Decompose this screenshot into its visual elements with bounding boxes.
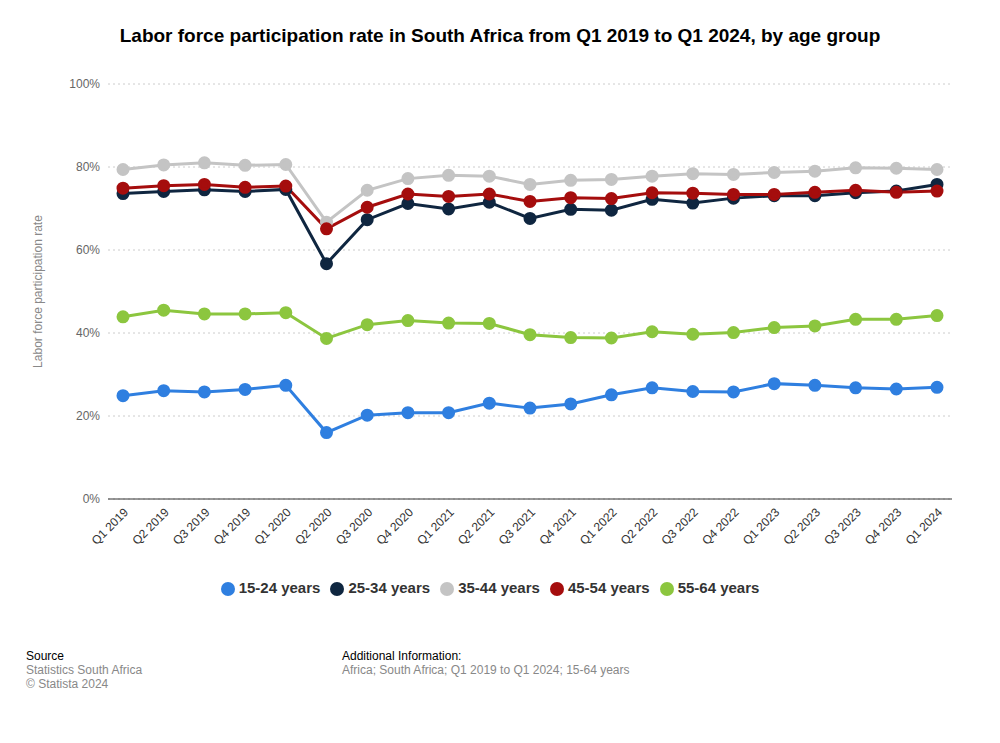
- html-text:Source: Source: [26, 649, 64, 663]
- html-text:55-64 years: 55-64 years: [677, 579, 760, 596]
- html-text:25-34 years: 25-34 years: [348, 579, 431, 596]
- svg-text:Q3 2022: Q3 2022: [658, 505, 701, 548]
- svg-text:Q4 2020: Q4 2020: [374, 505, 417, 548]
- html-text:Africa; South Africa; Q1 2019: Africa; South Africa; Q1 2019 to Q1 2024…: [342, 663, 630, 677]
- svg-text:Q2 2020: Q2 2020: [292, 505, 335, 548]
- svg-text:Q3 2021: Q3 2021: [496, 505, 539, 548]
- html-text:15-24 years: 15-24 years: [238, 579, 321, 596]
- html-text:45-54 years: 45-54 years: [567, 579, 650, 596]
- svg-text:Q1 2020: Q1 2020: [251, 505, 294, 548]
- svg-text:Q4 2022: Q4 2022: [699, 505, 742, 548]
- svg-text:Q3 2019: Q3 2019: [170, 505, 213, 548]
- svg-text:Q4 2019: Q4 2019: [211, 505, 254, 548]
- html-text:35-44 years: 35-44 years: [458, 579, 540, 596]
- svg-text:Labor force participation rate: Labor force participation rate: [31, 215, 45, 368]
- svg-text:Q2 2022: Q2 2022: [618, 505, 661, 548]
- html-text:Additional Information:: Additional Information:: [342, 649, 462, 663]
- svg-text:Q1 2023: Q1 2023: [740, 505, 783, 548]
- html-text:Labor force participation rate: Labor force participation rate in South …: [119, 25, 881, 46]
- svg-text:Q1 2022: Q1 2022: [577, 505, 620, 548]
- svg-text:Q3 2020: Q3 2020: [333, 505, 376, 548]
- svg-text:80%: 80%: [76, 160, 100, 174]
- svg-text:Q3 2023: Q3 2023: [821, 505, 864, 548]
- svg-text:Q1 2021: Q1 2021: [414, 505, 457, 548]
- svg-text:Q2 2021: Q2 2021: [455, 505, 498, 548]
- svg-text:Q1 2024: Q1 2024: [903, 505, 946, 548]
- svg-text:20%: 20%: [76, 409, 100, 423]
- svg-text:Q4 2021: Q4 2021: [536, 505, 579, 548]
- svg-text:Q2 2023: Q2 2023: [781, 505, 824, 548]
- html-text:Statistics South Africa: Statistics South Africa: [26, 663, 143, 677]
- svg-text:60%: 60%: [76, 243, 100, 257]
- html-text:© Statista 2024: © Statista 2024: [26, 677, 109, 691]
- svg-text:0%: 0%: [83, 492, 101, 506]
- svg-text:40%: 40%: [76, 326, 100, 340]
- svg-text:Q4 2023: Q4 2023: [862, 505, 905, 548]
- svg-text:100%: 100%: [69, 77, 100, 91]
- svg-text:Q1 2019: Q1 2019: [89, 505, 132, 548]
- svg-text:Q2 2019: Q2 2019: [129, 505, 172, 548]
